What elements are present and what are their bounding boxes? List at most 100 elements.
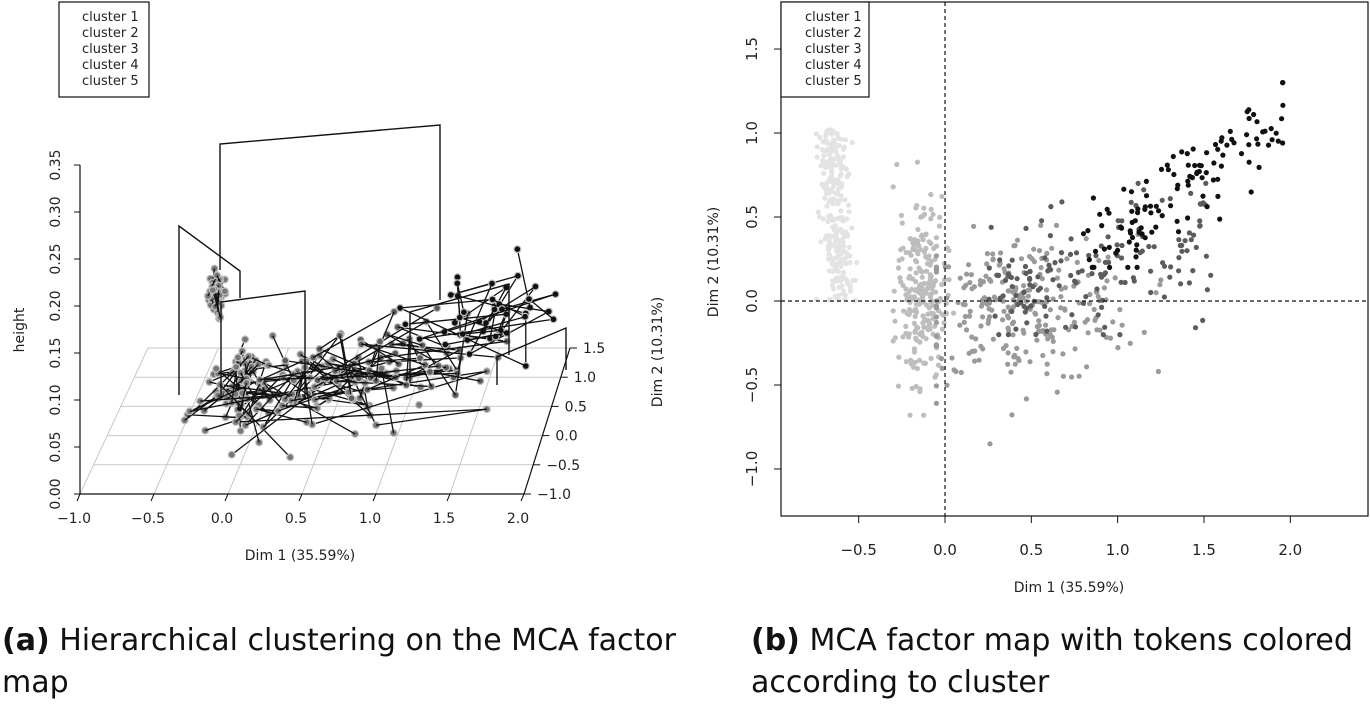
b-plot-frame — [780, 1, 1369, 517]
b-point-cluster-5 — [1134, 264, 1140, 270]
b-point-cluster-1 — [831, 227, 837, 233]
b-point-cluster-2 — [923, 290, 930, 296]
b-point-cluster-3 — [1110, 319, 1116, 325]
a-link-line — [184, 394, 219, 421]
b-point-cluster-4 — [988, 224, 994, 230]
b-point-cluster-4 — [1089, 271, 1095, 277]
b-point-cluster-1 — [817, 134, 823, 141]
b-point-cluster-3 — [933, 253, 940, 259]
b-point-cluster-1 — [836, 239, 842, 245]
b-point-cluster-4 — [1039, 218, 1045, 224]
b-point-cluster-2 — [914, 337, 920, 343]
b-point-cluster-4 — [1072, 324, 1079, 330]
b-point-cluster-4 — [1102, 324, 1108, 330]
b-point-cluster-2 — [933, 289, 939, 295]
b-point-cluster-4 — [1141, 187, 1147, 193]
b-point-cluster-2 — [915, 226, 921, 233]
b-point-cluster-1 — [834, 248, 840, 254]
b-point-cluster-1 — [823, 133, 829, 139]
b-point-cluster-3 — [1005, 315, 1012, 321]
a-token-point-cluster-3 — [235, 411, 244, 420]
b-point-cluster-4 — [1176, 255, 1182, 261]
b-point-cluster-4 — [1190, 268, 1196, 274]
b-point-cluster-4 — [1184, 248, 1190, 254]
a-x-tick — [224, 493, 229, 502]
a-y-tick-label: 0.5 — [565, 399, 587, 415]
b-point-cluster-1 — [822, 195, 828, 201]
b-point-cluster-3 — [978, 323, 984, 329]
a-token-point-cluster-3 — [415, 400, 424, 409]
a-link-line — [284, 355, 320, 400]
b-point-cluster-5 — [1080, 231, 1087, 237]
a-link-line — [386, 333, 423, 347]
b-point-cluster-2 — [898, 279, 904, 285]
b-point-cluster-3 — [969, 334, 975, 340]
a-token-point-cluster-5 — [465, 350, 474, 359]
a-token-point-cluster-4 — [421, 360, 430, 369]
b-point-cluster-3 — [1054, 275, 1060, 281]
a-link-line — [244, 373, 294, 426]
b-point-cluster-3 — [1009, 412, 1015, 418]
b-point-cluster-1 — [852, 297, 858, 303]
b-point-cluster-5 — [1219, 135, 1225, 141]
b-point-cluster-1 — [840, 243, 847, 249]
b-point-cluster-1 — [829, 196, 835, 202]
a-link-line — [319, 335, 341, 350]
b-point-cluster-4 — [1176, 237, 1182, 243]
b-point-cluster-2 — [925, 255, 932, 261]
b-point-cluster-3 — [984, 301, 990, 307]
a-x-tick — [298, 493, 303, 502]
b-point-cluster-3 — [1044, 371, 1050, 377]
b-point-cluster-3 — [1023, 349, 1029, 355]
b-point-cluster-5 — [1134, 242, 1140, 248]
b-point-cluster-3 — [1127, 340, 1133, 346]
b-point-cluster-3 — [933, 342, 940, 348]
a-z-tick-label: 0.35 — [48, 149, 64, 180]
b-point-cluster-2 — [906, 250, 913, 256]
b-point-cluster-3 — [990, 336, 997, 342]
b-point-cluster-4 — [1197, 223, 1203, 229]
b-point-cluster-2 — [933, 372, 939, 378]
b-point-cluster-3 — [990, 251, 996, 257]
b-point-cluster-3 — [1005, 350, 1011, 356]
b-point-cluster-1 — [836, 186, 842, 192]
b-point-cluster-2 — [918, 331, 924, 338]
b-point-cluster-3 — [1076, 300, 1082, 306]
b-point-cluster-4 — [1186, 230, 1192, 236]
b-point-cluster-3 — [1048, 327, 1054, 333]
a-token-point-cluster-2 — [232, 363, 241, 372]
b-point-cluster-2 — [900, 334, 906, 340]
b-point-cluster-3 — [1045, 336, 1051, 342]
b-point-cluster-1 — [824, 203, 830, 209]
a-grid-line-x — [449, 347, 501, 495]
a-link-line — [282, 405, 318, 409]
b-point-cluster-1 — [840, 259, 846, 265]
a-legend-entry: cluster 5 — [82, 74, 139, 89]
b-point-cluster-5 — [1148, 210, 1154, 216]
a-token-point-cluster-4 — [416, 354, 425, 363]
b-point-cluster-4 — [1022, 263, 1029, 270]
b-point-cluster-3 — [1023, 396, 1029, 402]
b-point-cluster-5 — [1269, 137, 1275, 143]
b-point-cluster-3 — [1010, 319, 1017, 325]
b-point-cluster-3 — [1060, 351, 1066, 357]
b-point-cluster-1 — [840, 288, 847, 294]
a-link-line — [314, 391, 349, 401]
a-token-point-cluster-4 — [376, 337, 385, 346]
b-point-cluster-2 — [912, 359, 918, 365]
b-point-cluster-1 — [835, 260, 841, 266]
b-point-cluster-5 — [1143, 193, 1150, 199]
b-point-cluster-3 — [980, 314, 986, 320]
caption-a: (a) Hierarchical clustering on the MCA f… — [2, 620, 702, 704]
b-point-cluster-2 — [892, 335, 898, 341]
b-point-cluster-4 — [1193, 244, 1199, 250]
a-z-tick-label: 0.25 — [48, 243, 64, 274]
a-link-line — [444, 321, 480, 333]
b-point-cluster-4 — [1176, 268, 1182, 274]
a-legend-entry: cluster 4 — [82, 58, 139, 73]
b-point-cluster-3 — [1158, 277, 1164, 283]
b-point-cluster-5 — [1215, 176, 1221, 182]
a-token-point-cluster-2 — [241, 335, 250, 344]
a-dendrogram — [178, 124, 567, 400]
a-dendro-right-branch — [409, 283, 510, 382]
